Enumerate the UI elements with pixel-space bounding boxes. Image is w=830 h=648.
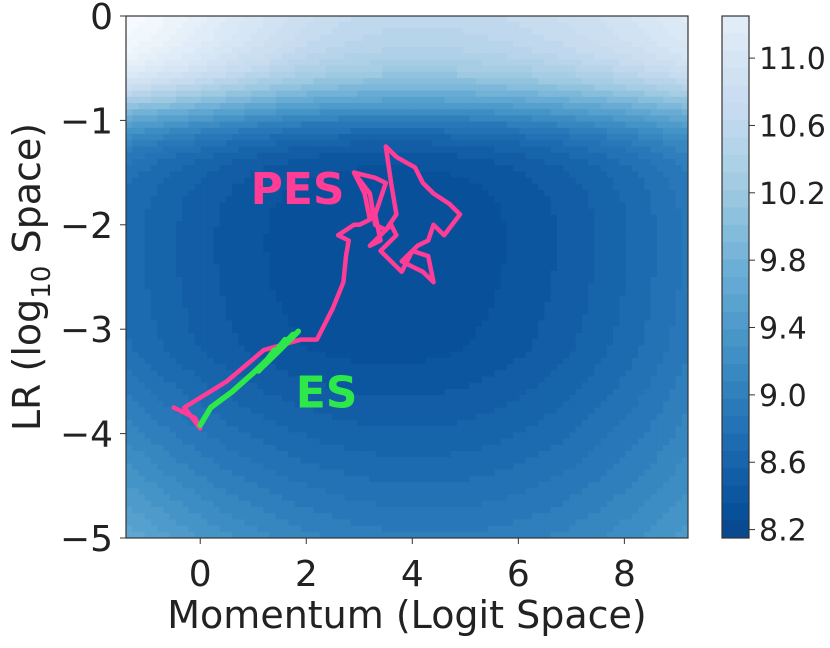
colorbar-tick-label: 8.2	[759, 514, 807, 549]
x-tick-label: 6	[507, 554, 530, 595]
colorbar-ticks: 11.0 10.6 10.2 9.8 9.4 9.0 8.6 8.2	[749, 42, 826, 548]
annotation-pes: PES	[251, 164, 345, 215]
y-tick-label: −5	[60, 519, 113, 560]
y-ticks: 0 −1 −2 −3 −4 −5	[60, 0, 126, 560]
x-ticks: 0 2 4 6 8	[189, 538, 636, 595]
y-axis-label-suffix: Space)	[5, 123, 49, 266]
contour-field	[126, 16, 689, 539]
colorbar-tick-label: 11.0	[759, 42, 826, 77]
colorbar-tick-label: 8.6	[759, 446, 807, 481]
y-axis-label-subscript: 10	[27, 266, 57, 299]
colorbar-tick-label: 10.6	[759, 110, 826, 145]
x-tick-label: 2	[295, 554, 318, 595]
colorbar-bands	[722, 16, 749, 539]
annotation-es: ES	[296, 368, 358, 419]
colorbar-tick-label: 10.2	[759, 177, 826, 212]
colorbar-tick-label: 9.4	[759, 312, 807, 347]
colorbar-tick-label: 9.0	[759, 379, 807, 414]
y-tick-label: 0	[90, 0, 113, 38]
x-tick-label: 8	[613, 554, 636, 595]
y-axis-label-prefix: LR (log	[5, 299, 49, 431]
x-axis-label: Momentum (Logit Space)	[167, 593, 646, 637]
y-tick-label: −2	[60, 206, 113, 247]
y-tick-label: −3	[60, 310, 113, 351]
colorbar-tick-label: 9.8	[759, 244, 807, 279]
y-tick-label: −4	[60, 415, 113, 456]
y-tick-label: −1	[60, 101, 113, 142]
y-axis-label: LR (log10 Space)	[5, 123, 57, 431]
x-tick-label: 4	[401, 554, 424, 595]
x-tick-label: 0	[189, 554, 212, 595]
